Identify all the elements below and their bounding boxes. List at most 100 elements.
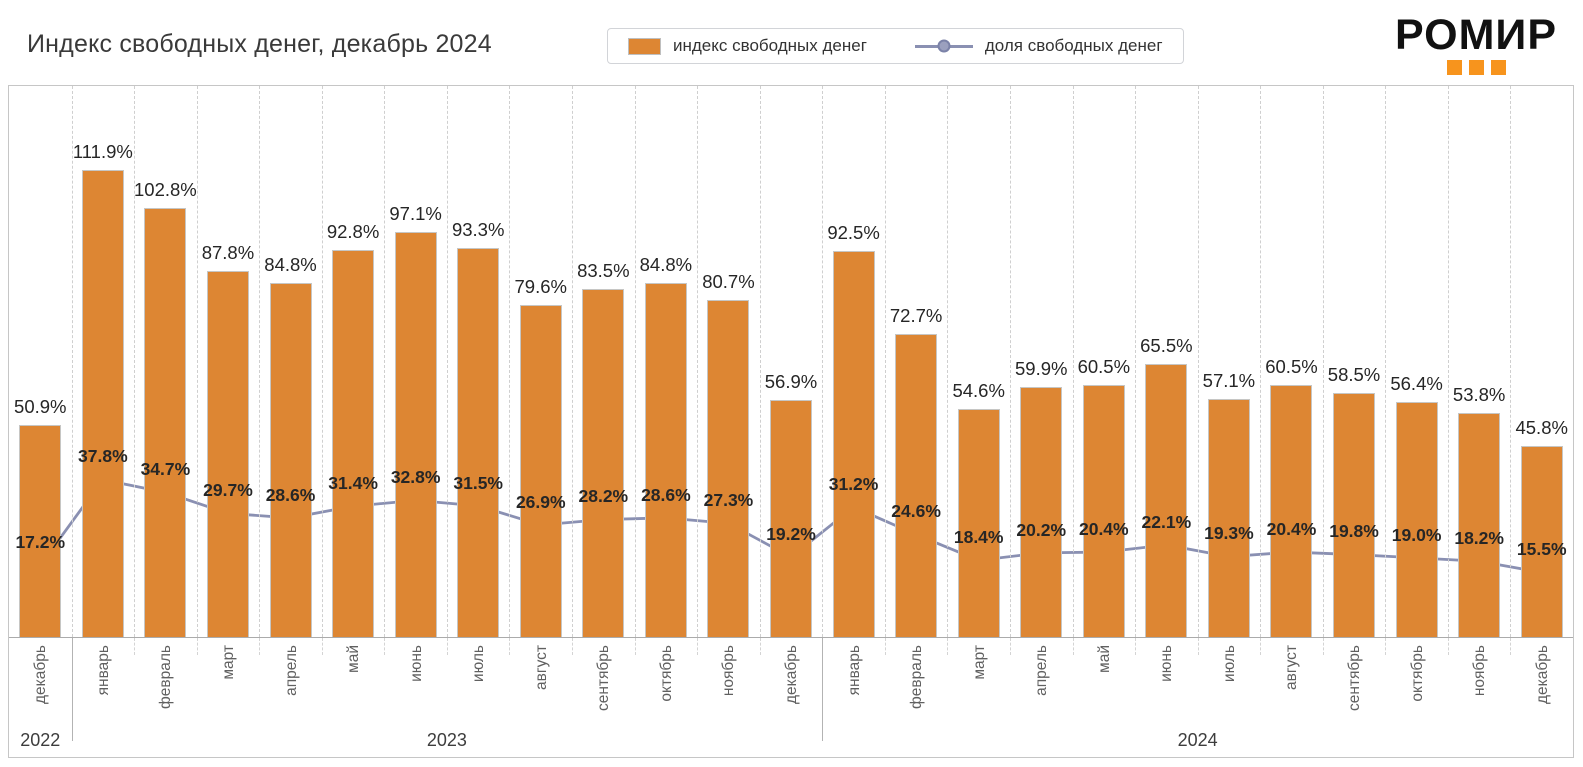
bar-value-label: 60.5% (1265, 355, 1318, 377)
bar-value-label: 50.9% (14, 395, 67, 417)
bar (957, 409, 1000, 637)
month-label: февраль (908, 645, 926, 709)
line-value-label: 19.3% (1204, 523, 1254, 544)
gridline (509, 86, 511, 637)
line-value-label: 22.1% (1141, 511, 1192, 532)
gridline (634, 86, 636, 637)
gridline (1260, 86, 1262, 637)
line-value-label: 31.2% (828, 473, 879, 494)
tick-stub (634, 638, 636, 655)
month-label: март (219, 645, 237, 680)
year-label: 2022 (20, 730, 61, 750)
bar-value-label: 92.5% (827, 222, 880, 244)
line-value-label: 29.7% (203, 480, 253, 501)
line-value-label: 31.4% (328, 472, 378, 493)
bar (206, 270, 249, 637)
tick-stub (446, 638, 448, 655)
line-value-label: 28.2% (578, 486, 629, 507)
month-label: ноябрь (1471, 645, 1489, 697)
bar-value-label: 59.9% (1015, 358, 1068, 380)
logo-dots-icon (1395, 60, 1557, 75)
legend-item-bar-series: индекс свободных денег (628, 36, 867, 56)
tick-stub (1009, 638, 1011, 655)
bar (1207, 398, 1250, 637)
bar (19, 424, 62, 637)
line-value-label: 17.2% (15, 532, 66, 553)
bar-value-label: 111.9% (72, 141, 133, 163)
month-label: январь (94, 645, 112, 696)
bar (1458, 412, 1501, 637)
line-value-label: 26.9% (515, 491, 566, 512)
month-label: октябрь (1408, 645, 1426, 702)
bar-value-label: 53.8% (1452, 383, 1506, 405)
month-cell: февраль (134, 638, 197, 728)
month-cell: март (197, 638, 260, 728)
line-value-label: 19.8% (1329, 521, 1379, 542)
line-value-label: 31.5% (453, 472, 503, 493)
bar-value-label: 60.5% (1077, 355, 1131, 377)
plot-area: 50.9% 17.2% 111.9% 37.8% 102.8% 34.7% 87.8% 29.… (9, 86, 1573, 638)
gridline (134, 86, 136, 637)
bar (457, 247, 500, 637)
legend-label: индекс свободных денег (673, 36, 867, 55)
bar (1520, 445, 1563, 637)
month-cell: декабрь (1510, 638, 1573, 728)
bar (707, 300, 750, 637)
logo-dot (1446, 60, 1462, 75)
bar-value-label: 92.8% (326, 220, 380, 242)
month-cell: сентябрь (572, 638, 635, 728)
gridline (572, 86, 574, 637)
legend-label: доля свободных денег (984, 36, 1163, 55)
month-label: март (970, 645, 988, 680)
bar-swatch-icon (628, 37, 661, 55)
bar (332, 249, 375, 637)
legend-item-line-series: доля свободных денег (914, 36, 1163, 56)
month-cell: январь (822, 638, 885, 728)
bar-value-label: 54.6% (952, 380, 1005, 402)
bar (1020, 387, 1063, 637)
logo-dot (1490, 60, 1506, 75)
month-label: январь (845, 645, 863, 696)
month-cell: май (322, 638, 385, 728)
gridline (822, 86, 824, 637)
tick-stub (697, 638, 699, 655)
gridline (1197, 86, 1199, 637)
tick-stub (509, 638, 511, 655)
bar-value-label: 56.9% (764, 370, 818, 392)
gridline (759, 86, 761, 637)
bar-value-label: 80.7% (702, 271, 755, 293)
month-label: июль (1220, 645, 1238, 683)
bar (269, 283, 312, 637)
year-label: 2024 (1177, 730, 1218, 750)
month-cell: февраль (885, 638, 948, 728)
bar (582, 288, 625, 637)
line-value-label: 19.0% (1391, 524, 1442, 545)
month-cell: декабрь (9, 638, 72, 728)
gridline (384, 86, 386, 637)
year-label: 2023 (426, 730, 467, 750)
month-label: август (532, 645, 550, 690)
tick-stub (1260, 638, 1262, 655)
tick-stub (259, 638, 261, 655)
month-label: июль (470, 645, 488, 683)
month-label: июнь (1158, 645, 1176, 682)
bar-value-label: 102.8% (134, 179, 197, 201)
month-label: август (1283, 645, 1301, 690)
chart-frame: 50.9% 17.2% 111.9% 37.8% 102.8% 34.7% 87.8% 29.… (8, 85, 1574, 758)
line-value-label: 28.6% (641, 484, 691, 505)
bar (1082, 384, 1125, 637)
tick-stub (134, 638, 136, 655)
page-title: Индекс свободных денег, декабрь 2024 (27, 30, 492, 58)
tick-stub (1510, 638, 1512, 655)
month-cell: апрель (1010, 638, 1073, 728)
line-value-label: 34.7% (140, 459, 191, 480)
gridline (259, 86, 261, 637)
line-marker-icon (914, 39, 973, 53)
line-value-label: 20.4% (1266, 518, 1317, 539)
gridline (947, 86, 949, 637)
gridline (1510, 86, 1512, 637)
bar (1333, 392, 1376, 637)
tick-stub (1447, 638, 1449, 655)
x-axis-years: 2022 2023 2024 (9, 728, 1573, 758)
month-cell: октябрь (635, 638, 698, 728)
